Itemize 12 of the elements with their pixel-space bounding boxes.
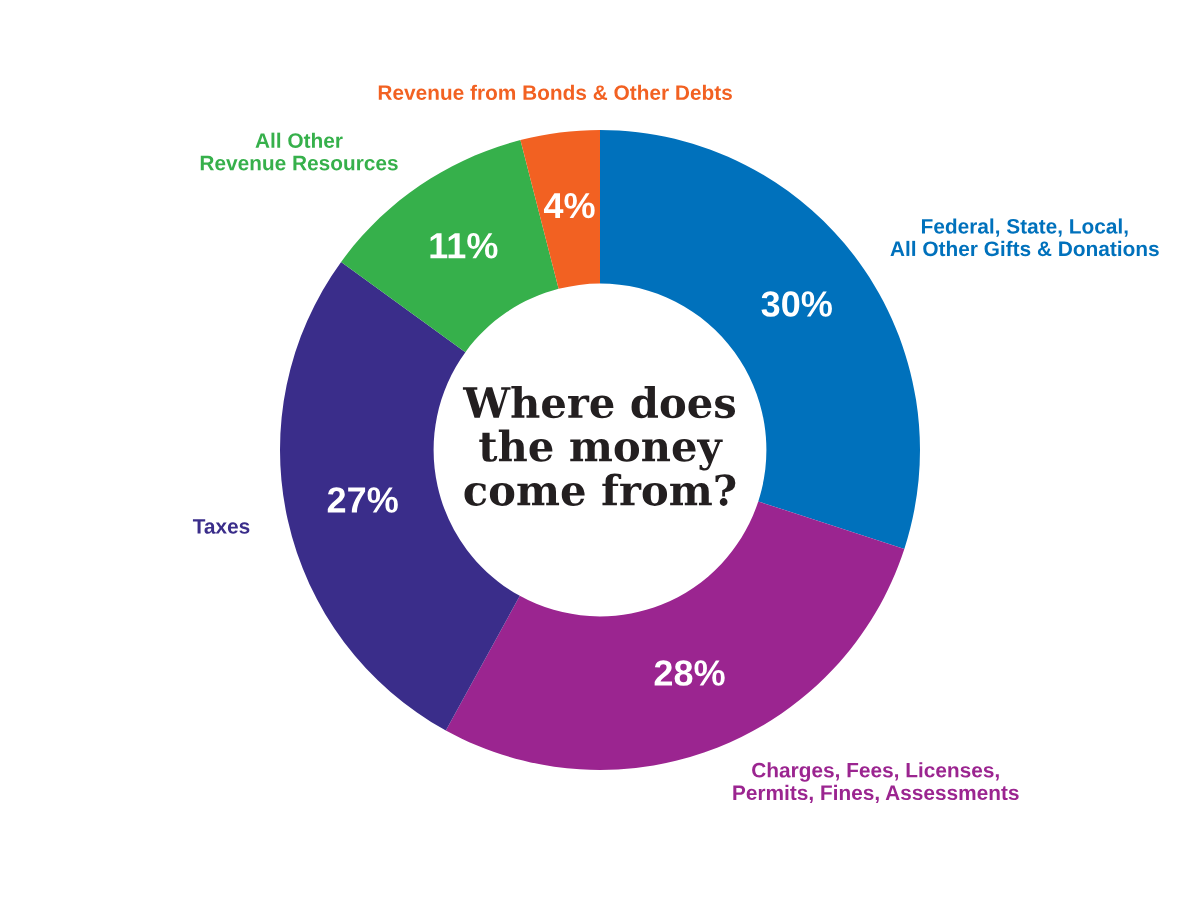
slice-label: Taxes: [192, 519, 250, 534]
donut-slice: [520, 130, 600, 289]
slice-label: All Other Revenue Resources: [200, 132, 398, 171]
slice-label: Federal, State, Local, All Other Gifts & Donations: [890, 218, 1159, 257]
data-label: 4%: [543, 192, 595, 219]
text: Where does the money come from?: [462, 386, 736, 506]
slice-label: Revenue from Bonds & Other Debts: [378, 84, 732, 101]
slice-label: Charges, Fees, Licenses, Permits, Fines, Assessments: [733, 762, 1019, 804]
data-label: 11%: [430, 233, 498, 259]
data-label: 30%: [761, 291, 832, 317]
data-label: 28%: [654, 660, 725, 686]
data-label: 27%: [327, 487, 398, 513]
